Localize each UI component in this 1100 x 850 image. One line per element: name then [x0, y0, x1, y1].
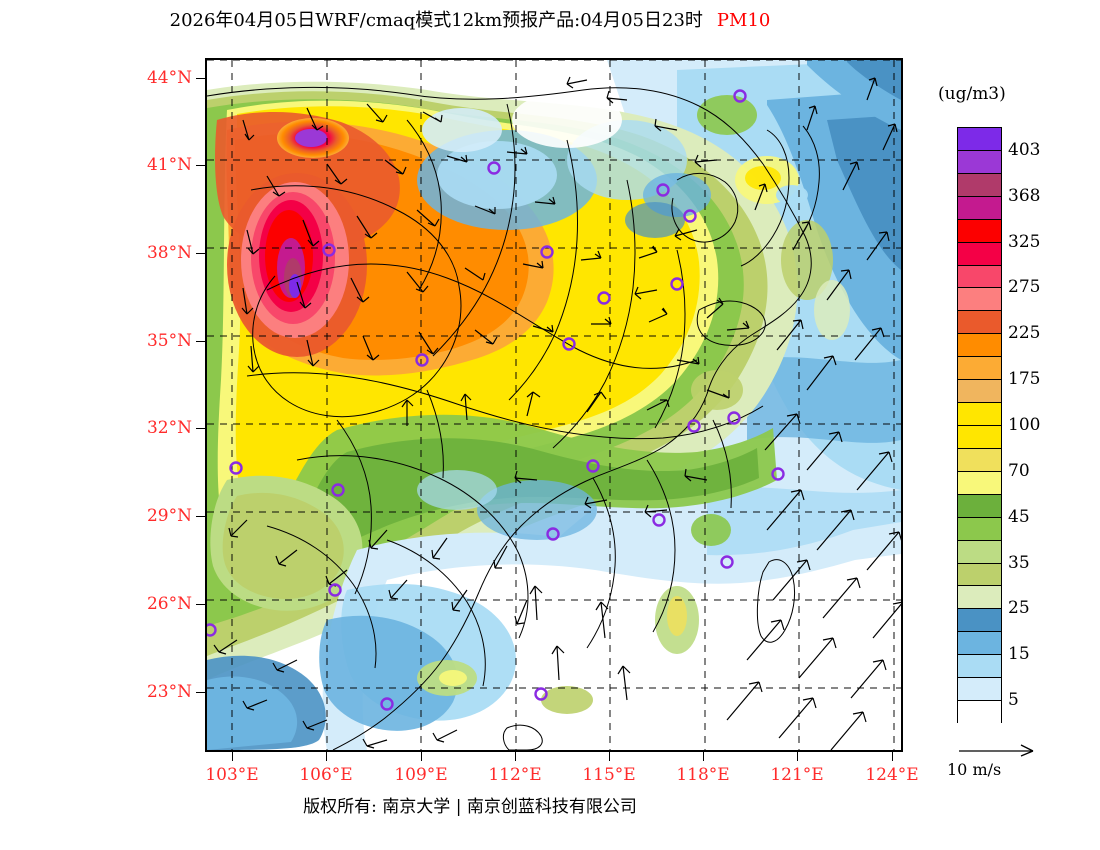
colorbar-cell [958, 196, 1001, 220]
y-axis-tick [196, 341, 205, 342]
y-axis-label: 44°N [146, 68, 192, 88]
colorbar[interactable] [957, 127, 1002, 724]
city-marker-group [207, 89, 785, 711]
colorbar-tick-label: 275 [1008, 277, 1041, 298]
y-axis-label: 32°N [146, 418, 192, 438]
colorbar-cell [958, 655, 1001, 679]
colorbar-tick-label: 403 [1008, 139, 1041, 160]
y-axis-tick [196, 253, 205, 254]
y-axis-label: 29°N [146, 506, 192, 526]
x-axis-tick [797, 752, 798, 761]
colorbar-cell [958, 563, 1001, 587]
copyright-footer: 版权所有: 南京大学 | 南京创蓝科技有限公司 [303, 797, 637, 817]
colorbar-cell [958, 678, 1001, 702]
colorbar-cell [958, 586, 1001, 610]
colorbar-cell [958, 701, 1001, 724]
wind-scale-label: 10 m/s [947, 760, 1002, 779]
x-axis-tick [609, 752, 610, 761]
colorbar-cell [958, 265, 1001, 289]
x-axis-label: 118°E [676, 765, 730, 785]
colorbar-unit-label: (ug/m3) [938, 84, 1006, 104]
x-axis-label: 103°E [205, 765, 259, 785]
colorbar-tick-label: 175 [1008, 369, 1041, 390]
colorbar-cell [958, 311, 1001, 335]
colorbar-cell [958, 471, 1001, 495]
forecast-map-plot[interactable] [205, 58, 903, 752]
y-axis-tick [196, 165, 205, 166]
colorbar-tick-label: 100 [1008, 415, 1041, 435]
y-axis-tick [196, 428, 205, 429]
x-axis-tick [703, 752, 704, 761]
y-axis-label: 41°N [146, 155, 192, 175]
x-axis-tick [326, 752, 327, 761]
colorbar-cell [958, 128, 1001, 151]
colorbar-tick-label: 25 [1008, 598, 1030, 619]
colorbar-tick-label: 45 [1008, 506, 1030, 527]
colorbar-tick-label: 70 [1008, 460, 1030, 481]
colorbar-cell [958, 448, 1001, 472]
colorbar-cell [958, 494, 1001, 518]
x-axis-tick [421, 752, 422, 761]
y-axis-label: 23°N [146, 682, 192, 702]
map-canvas [207, 60, 901, 750]
colorbar-tick-label: 5 [1008, 690, 1019, 711]
colorbar-cell [958, 403, 1001, 426]
x-axis-label: 115°E [582, 765, 636, 785]
colorbar-cell [958, 517, 1001, 541]
title-variable: PM10 [716, 10, 771, 31]
x-axis-label: 109°E [394, 765, 448, 785]
x-axis-label: 124°E [865, 765, 919, 785]
y-axis-tick [196, 692, 205, 693]
colorbar-tick-label: 325 [1008, 231, 1041, 252]
colorbar-cell [958, 540, 1001, 564]
colorbar-cell [958, 288, 1001, 312]
colorbar-cell [958, 334, 1001, 358]
colorbar-tick-label: 15 [1008, 644, 1030, 665]
right-arrow-icon [959, 744, 1034, 757]
x-axis-label: 106°E [299, 765, 353, 785]
y-axis-label: 38°N [146, 243, 192, 263]
colorbar-cell [958, 150, 1001, 174]
colorbar-tick-label: 368 [1008, 185, 1041, 206]
y-axis-tick [196, 604, 205, 605]
wind-vectors [213, 76, 901, 750]
y-axis-tick [196, 516, 205, 517]
y-axis-label: 26°N [146, 594, 192, 614]
colorbar-cell [958, 242, 1001, 266]
x-axis-tick [892, 752, 893, 761]
colorbar-cell [958, 425, 1001, 449]
colorbar-cell [958, 173, 1001, 197]
y-axis-label: 35°N [146, 331, 192, 351]
colorbar-cell [958, 219, 1001, 243]
colorbar-tick-label: 225 [1008, 323, 1041, 344]
x-axis-label: 112°E [488, 765, 542, 785]
colorbar-cell [958, 632, 1001, 656]
y-axis-tick [196, 78, 205, 79]
x-axis-tick [232, 752, 233, 761]
colorbar-cell [958, 380, 1001, 404]
x-axis-label: 121°E [770, 765, 824, 785]
title-main: 2026年04月05日WRF/cmaq模式12km预报产品:04月05日23时 [169, 10, 703, 31]
wind-scale-legend: 10 m/s [947, 742, 1077, 784]
page-title: 2026年04月05日WRF/cmaq模式12km预报产品:04月05日23时 P… [0, 6, 940, 32]
colorbar-tick-label: 35 [1008, 552, 1030, 573]
colorbar-cell [958, 609, 1001, 633]
colorbar-cell [958, 357, 1001, 381]
x-axis-tick [515, 752, 516, 761]
